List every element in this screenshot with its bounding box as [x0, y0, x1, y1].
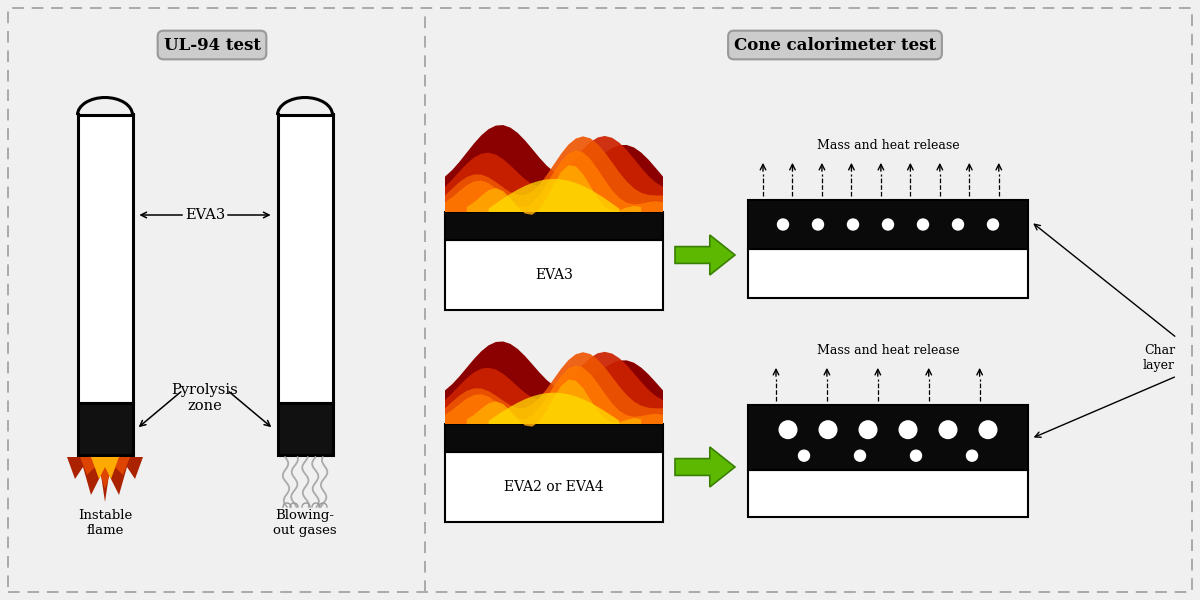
Circle shape [911, 450, 922, 461]
Polygon shape [467, 166, 641, 215]
Polygon shape [67, 457, 143, 502]
Text: EVA2 or EVA4: EVA2 or EVA4 [504, 480, 604, 494]
Bar [748, 405, 1028, 470]
Circle shape [940, 421, 956, 439]
Polygon shape [91, 457, 119, 479]
Text: Instable
flame: Instable flame [78, 509, 132, 537]
Bar [445, 240, 662, 310]
Bar [445, 212, 662, 240]
Polygon shape [488, 179, 619, 212]
Circle shape [953, 219, 964, 230]
Circle shape [778, 219, 788, 230]
Bar [748, 249, 1028, 298]
Polygon shape [445, 341, 664, 424]
Polygon shape [445, 352, 664, 424]
Circle shape [882, 219, 894, 230]
Polygon shape [445, 365, 664, 424]
Circle shape [779, 421, 797, 439]
Bar [277, 115, 332, 403]
Circle shape [812, 219, 823, 230]
Text: Blowing-
out gases: Blowing- out gases [274, 509, 337, 537]
Bar [445, 424, 662, 452]
Circle shape [847, 219, 858, 230]
Circle shape [979, 421, 997, 439]
Circle shape [988, 219, 998, 230]
Polygon shape [80, 457, 130, 489]
Polygon shape [445, 352, 664, 424]
Bar [748, 200, 1028, 249]
Polygon shape [676, 235, 734, 275]
Bar [445, 452, 662, 522]
Text: Mass and heat release: Mass and heat release [817, 344, 959, 357]
Bar [78, 403, 132, 455]
Text: EVA3: EVA3 [535, 268, 572, 282]
Circle shape [918, 219, 929, 230]
Text: EVA3: EVA3 [185, 208, 226, 222]
Polygon shape [676, 447, 734, 487]
Text: Cone calorimeter test: Cone calorimeter test [734, 37, 936, 53]
Bar [748, 470, 1028, 517]
Polygon shape [445, 151, 664, 212]
Circle shape [820, 421, 836, 439]
Bar [277, 403, 332, 455]
Polygon shape [445, 136, 664, 212]
Circle shape [854, 450, 865, 461]
Polygon shape [445, 125, 664, 212]
Text: Char
layer: Char layer [1142, 344, 1175, 372]
Polygon shape [467, 380, 641, 427]
Bar [78, 115, 132, 403]
Circle shape [859, 421, 877, 439]
Circle shape [798, 450, 810, 461]
Circle shape [966, 450, 978, 461]
Circle shape [899, 421, 917, 439]
Polygon shape [445, 136, 664, 212]
Polygon shape [488, 392, 619, 424]
Text: Mass and heat release: Mass and heat release [817, 139, 959, 152]
Text: UL-94 test: UL-94 test [163, 37, 260, 53]
Text: Pyrolysis
zone: Pyrolysis zone [172, 383, 239, 413]
